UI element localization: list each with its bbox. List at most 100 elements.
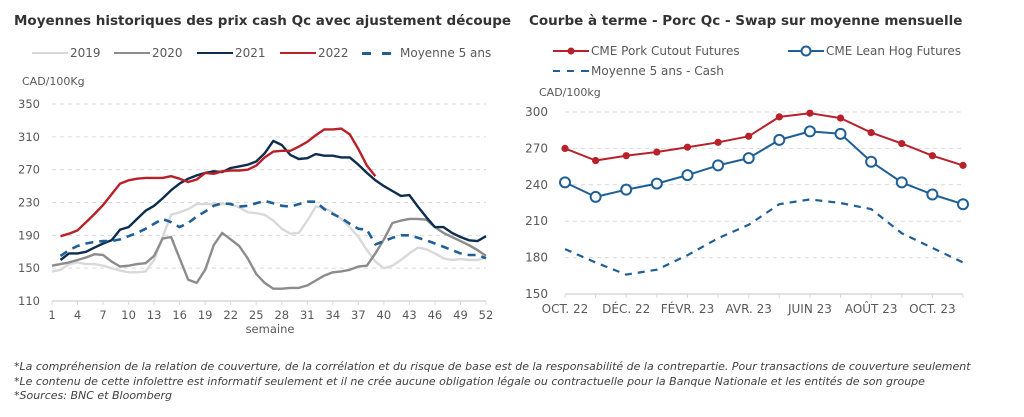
left-y-tick-label: 190 [18, 228, 40, 242]
right-point-cme-lean-hog-futures [895, 176, 908, 189]
legend-label-hog: CME Lean Hog Futures [826, 44, 962, 58]
right-point-cme-pork-cutout-futures [622, 152, 630, 160]
left-y-tick-label: 350 [18, 97, 40, 111]
footnote-hedging: *La compréhension de la relation de couv… [14, 360, 971, 373]
legend-line-avg5-cash [553, 69, 589, 73]
left-x-tick-label: 34 [326, 308, 341, 322]
left-y-tick-label: 110 [18, 294, 40, 308]
footnotes: *La compréhension de la relation de couv… [14, 360, 971, 404]
right-point-cme-lean-hog-futures [742, 152, 755, 165]
legend-label-avg5-cash: Moyenne 5 ans - Cash [591, 64, 724, 78]
legend-marker-pork [553, 47, 589, 55]
legend-label-2021: 2021 [235, 46, 266, 60]
right-point-cme-pork-cutout-futures [928, 152, 936, 160]
right-point-cme-lean-hog-futures [712, 159, 725, 172]
legend-item-2022: 2022 [280, 46, 349, 60]
legend-label-2020: 2020 [152, 46, 183, 60]
right-point-cme-lean-hog-futures [834, 127, 847, 140]
left-x-tick-label: 25 [249, 308, 264, 322]
right-point-cme-pork-cutout-futures [959, 161, 967, 169]
left-y-tick-label: 150 [18, 261, 40, 275]
left-x-tick-label: 1 [48, 308, 55, 322]
right-point-cme-lean-hog-futures [589, 190, 602, 203]
legend-item-pork: CME Pork Cutout Futures [553, 44, 740, 58]
right-x-tick-label: JUIN 23 [787, 302, 832, 316]
legend-item-2020: 2020 [114, 46, 183, 60]
right-point-cme-lean-hog-futures [681, 169, 694, 182]
legend-marker-hog [788, 45, 824, 57]
right-y-tick-label: 240 [525, 178, 548, 192]
right-x-tick-label: DÉC. 22 [602, 301, 650, 316]
left-y-tick-label: 270 [18, 163, 40, 177]
right-point-cme-lean-hog-futures [957, 198, 969, 211]
right-x-tick-label: FÉVR. 23 [661, 301, 715, 316]
right-series-line-moyenne-5-ans-cash [564, 198, 964, 276]
right-point-cme-lean-hog-futures [559, 176, 571, 189]
left-y-tick-label: 230 [18, 196, 40, 210]
legend-label-avg5: Moyenne 5 ans [400, 46, 492, 60]
right-point-cme-pork-cutout-futures [561, 144, 569, 152]
left-series-line-2021 [59, 139, 487, 261]
legend-line-2021 [197, 51, 233, 55]
right-point-cme-pork-cutout-futures [714, 138, 722, 146]
left-x-tick-label: 52 [479, 308, 494, 322]
legend-item-2021: 2021 [197, 46, 266, 60]
left-x-tick-label: 4 [74, 308, 81, 322]
right-x-tick-label: OCT. 23 [909, 302, 956, 316]
legend-line-avg5 [362, 51, 394, 55]
footnote-disclaimer: *Le contenu de cette infolettre est info… [14, 374, 925, 388]
left-x-tick-label: 19 [198, 308, 213, 322]
right-series-line-cme-pork-cutout-futures [564, 112, 964, 167]
legend-item-hog: CME Lean Hog Futures [788, 44, 961, 58]
right-point-cme-lean-hog-futures [773, 133, 786, 146]
left-x-tick-label: 40 [377, 308, 392, 322]
legend-label-2019: 2019 [70, 46, 101, 60]
right-point-cme-pork-cutout-futures [775, 113, 783, 121]
left-series-line-2022 [60, 127, 377, 238]
right-chart: 150 180 210 240 270 300 OCT. 22 DÉC. 22 FÉVR. 23… [525, 105, 969, 316]
footnote-sources: *Sources: BNC et Bloomberg [14, 389, 173, 402]
left-x-tick-label: 43 [402, 308, 417, 322]
right-x-tick-label: AOÛT 23 [845, 301, 898, 316]
legend-label-pork: CME Pork Cutout Futures [591, 44, 740, 58]
right-point-cme-pork-cutout-futures [653, 148, 661, 156]
right-y-tick-label: 270 [525, 141, 548, 155]
right-point-cme-pork-cutout-futures [867, 129, 875, 137]
left-x-tick-label: 16 [172, 308, 187, 322]
legend-line-2020 [114, 52, 150, 54]
right-point-cme-pork-cutout-futures [898, 139, 906, 148]
left-y-tick-label: 310 [18, 130, 40, 144]
left-x-axis-label: semaine [246, 322, 295, 336]
right-point-cme-pork-cutout-futures [683, 143, 692, 151]
left-x-tick-label: 46 [428, 308, 443, 322]
right-y-tick-label: 180 [525, 251, 548, 265]
right-y-tick-label: 300 [525, 105, 548, 119]
right-point-cme-pork-cutout-futures [806, 109, 814, 117]
right-x-tick-label: OCT. 22 [542, 302, 589, 316]
right-chart-title: Courbe à terme - Porc Qc - Swap sur moye… [529, 13, 963, 29]
right-point-cme-lean-hog-futures [926, 188, 939, 201]
right-y-tick-label: 150 [525, 287, 548, 301]
left-x-tick-label: 7 [99, 308, 106, 322]
right-point-cme-lean-hog-futures [620, 183, 633, 196]
left-chart: 110 150 190 230 270 310 350 1 4 7 10 13 16 19 22 25 28 31… [18, 97, 494, 336]
right-point-cme-pork-cutout-futures [592, 156, 600, 165]
legend-item-avg5: Moyenne 5 ans [362, 46, 491, 60]
right-point-cme-lean-hog-futures [803, 125, 816, 138]
left-series-line-moyenne-5-ans [59, 199, 487, 260]
legend-item-avg5-cash: Moyenne 5 ans - Cash [553, 64, 724, 78]
right-point-cme-pork-cutout-futures [836, 114, 845, 122]
legend-line-2022 [280, 51, 316, 55]
right-point-cme-lean-hog-futures [865, 155, 878, 168]
left-x-tick-label: 10 [121, 308, 136, 322]
legend-item-2019: 2019 [32, 46, 101, 60]
right-y-unit: CAD/100kg [539, 86, 601, 99]
left-x-tick-label: 28 [274, 308, 289, 322]
left-series-line-2019 [51, 202, 487, 274]
right-point-cme-pork-cutout-futures [745, 132, 753, 140]
left-x-tick-label: 31 [300, 308, 315, 322]
left-x-tick-label: 13 [147, 308, 162, 322]
left-x-tick-label: 37 [351, 308, 366, 322]
left-series-line-2020 [51, 217, 487, 290]
legend-label-2022: 2022 [318, 46, 349, 60]
